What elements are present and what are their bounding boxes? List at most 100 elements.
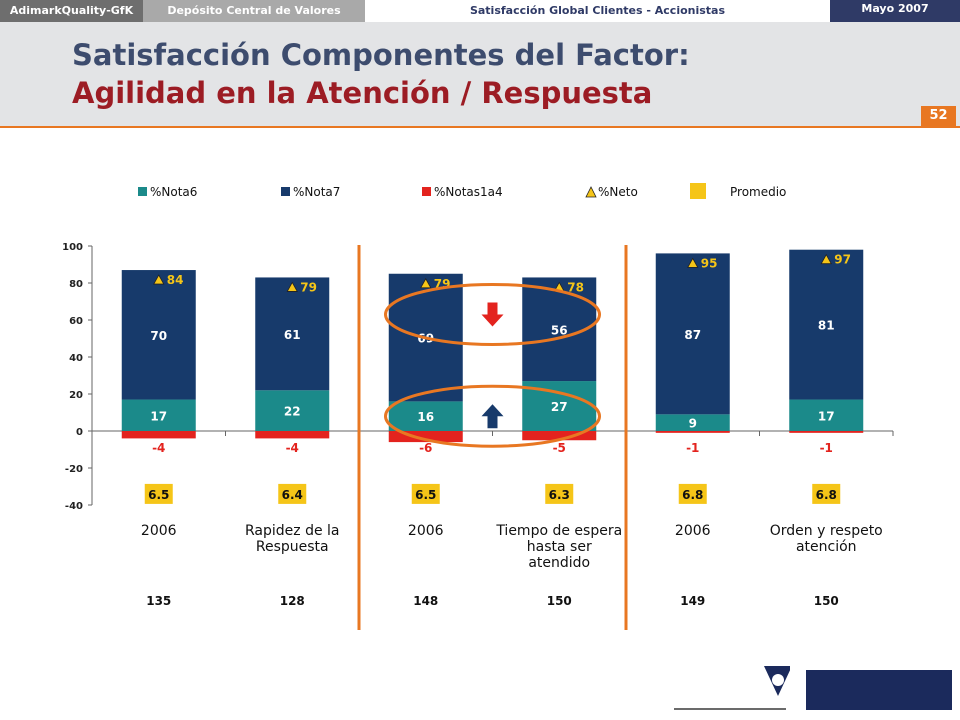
category-label: 2006 xyxy=(408,523,444,539)
label-nota6: 17 xyxy=(150,409,167,423)
label-notas1a4: -5 xyxy=(553,441,566,455)
y-tick-label: -20 xyxy=(65,464,83,475)
highlight-ellipse-nota6 xyxy=(384,384,601,448)
label-nota7: 61 xyxy=(284,328,301,342)
category-label: atendido xyxy=(528,555,590,571)
promedio-box xyxy=(678,483,707,504)
legend-label: %Nota6 xyxy=(150,185,197,199)
label-notas1a4: -4 xyxy=(152,441,165,455)
legend-label: %Notas1a4 xyxy=(434,185,503,199)
bar-nota7 xyxy=(655,253,730,415)
label-notas1a4: -4 xyxy=(286,441,299,455)
bar-notas1a4 xyxy=(789,431,864,433)
promedio-box xyxy=(545,483,574,504)
y-tick-label: 20 xyxy=(69,390,83,401)
bar-notas1a4 xyxy=(388,431,463,443)
category-label: atención xyxy=(796,539,857,555)
label-promedio: 6.5 xyxy=(415,488,436,502)
y-tick-label: 40 xyxy=(69,353,83,364)
up-arrow-icon xyxy=(481,404,504,429)
label-notas1a4: -6 xyxy=(419,441,432,455)
label-neto: 84 xyxy=(167,273,184,287)
label-promedio: 6.5 xyxy=(148,488,169,502)
promedio-box xyxy=(812,483,841,504)
category-label: Orden y respeto xyxy=(770,523,883,539)
category-label: Tiempo de espera xyxy=(495,523,622,539)
bar-nota6 xyxy=(789,399,864,431)
label-neto: 78 xyxy=(567,280,584,294)
label-neto: 95 xyxy=(701,256,718,270)
label-notas1a4: -1 xyxy=(686,441,699,455)
legend-swatch xyxy=(422,187,431,196)
neto-marker xyxy=(420,277,432,289)
y-tick-label: 100 xyxy=(62,242,83,253)
highlight-ellipse-nota7 xyxy=(384,282,601,346)
promedio-box xyxy=(411,483,440,504)
bar-notas1a4 xyxy=(255,431,330,439)
page-subtitle: Agilidad en la Atención / Respuesta xyxy=(72,76,653,110)
promedio-box xyxy=(144,483,173,504)
base-n-label: 135 xyxy=(146,594,171,608)
down-arrow-icon xyxy=(481,302,504,327)
page-title: Satisfacción Componentes del Factor: xyxy=(72,38,690,72)
bar-notas1a4 xyxy=(655,431,730,433)
neto-marker xyxy=(820,253,832,265)
label-nota6: 27 xyxy=(551,400,568,414)
label-neto: 79 xyxy=(300,280,317,294)
base-n-label: 148 xyxy=(413,594,438,608)
category-label: Respuesta xyxy=(256,539,329,555)
label-nota6: 9 xyxy=(689,417,697,431)
legend-swatch xyxy=(281,187,290,196)
dcv-logo-dot xyxy=(772,674,784,686)
brand-label: AdimarkQuality-GfK xyxy=(0,0,143,22)
base-n-label: 150 xyxy=(547,594,572,608)
label-notas1a4: -1 xyxy=(820,441,833,455)
label-nota7: 81 xyxy=(818,319,835,333)
y-tick-label: -40 xyxy=(65,501,83,512)
label-promedio: 6.4 xyxy=(282,488,303,502)
category-label: 2006 xyxy=(675,523,711,539)
bar-nota7 xyxy=(255,277,330,391)
title-banner: Satisfacción Componentes del Factor: Agi… xyxy=(0,22,960,128)
y-tick-label: 60 xyxy=(69,316,83,327)
bar-notas1a4 xyxy=(121,431,196,439)
label-nota6: 17 xyxy=(818,409,835,423)
label-nota6: 22 xyxy=(284,405,301,419)
legend-swatch xyxy=(138,187,147,196)
label-neto: 97 xyxy=(834,253,851,267)
bar-nota6 xyxy=(121,399,196,431)
legend-promedio-swatch xyxy=(690,183,706,199)
bar-notas1a4 xyxy=(522,431,597,441)
neto-marker xyxy=(286,281,298,292)
neto-marker xyxy=(687,257,699,268)
legend-label: %Nota7 xyxy=(293,185,340,199)
neto-marker xyxy=(153,274,165,285)
top-bar: AdimarkQuality-GfK Depósito Central de V… xyxy=(0,0,960,22)
bar-nota7 xyxy=(789,249,864,400)
promedio-box xyxy=(278,483,307,504)
dcv-logo-wordmark xyxy=(674,708,786,710)
bar-nota6 xyxy=(255,390,330,431)
dcv-logo xyxy=(674,666,790,710)
adimark-gfk-logo xyxy=(806,670,952,710)
category-label: Rapidez de la xyxy=(245,523,340,539)
category-label: hasta ser xyxy=(527,539,592,555)
bar-nota7 xyxy=(121,270,196,400)
label-nota7: 70 xyxy=(150,329,167,343)
y-tick-label: 80 xyxy=(69,279,83,290)
label-promedio: 6.8 xyxy=(816,488,837,502)
base-n-label: 150 xyxy=(814,594,839,608)
stacked-bar-chart: 100 80 60 40 20 0 -20 -40 17 70 -4 84 6.5 2006 135 22 61… xyxy=(62,183,894,630)
study-label: Satisfacción Global Clientes - Accionist… xyxy=(365,0,830,22)
client-label: Depósito Central de Valores xyxy=(143,0,365,22)
label-nota6: 16 xyxy=(417,410,434,424)
label-promedio: 6.3 xyxy=(549,488,570,502)
legend-neto-marker xyxy=(585,186,597,198)
bar-nota6 xyxy=(388,401,463,431)
base-n-label: 149 xyxy=(680,594,705,608)
date-label: Mayo 2007 xyxy=(830,0,960,22)
category-label: 2006 xyxy=(141,523,177,539)
page-number-badge: 52 xyxy=(921,106,956,126)
label-nota7: 56 xyxy=(551,323,568,337)
legend-label: %Neto xyxy=(598,185,638,199)
